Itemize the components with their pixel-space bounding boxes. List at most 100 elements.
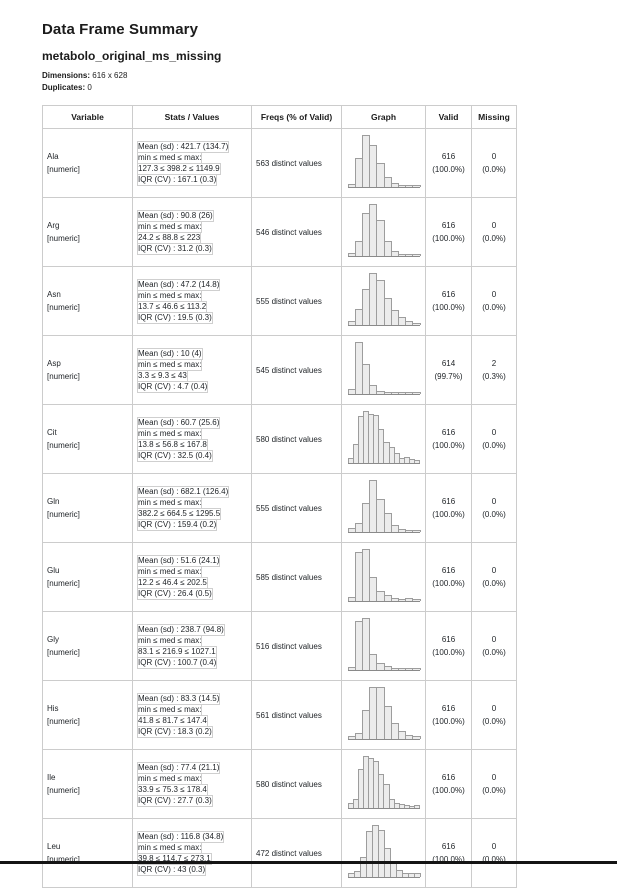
histogram — [347, 134, 421, 188]
freqs-cell: 580 distinct values — [251, 749, 342, 819]
valid-percent: (100.0%) — [432, 579, 465, 588]
stat-line: 33.9 ≤ 75.3 ≤ 178.4 — [137, 783, 208, 796]
stat-line: 12.2 ≤ 46.4 ≤ 202.5 — [137, 576, 208, 589]
graph-cell — [341, 611, 426, 681]
histogram — [347, 548, 421, 602]
table-row: Cit [numeric] Mean (sd) : 60.7 (25.6) min ≤… — [42, 404, 517, 474]
graph-cell — [341, 818, 426, 888]
stat-line: min ≤ med ≤ max: — [137, 427, 203, 440]
variable-cell: Cit [numeric] — [42, 404, 133, 474]
freqs-cell: 555 distinct values — [251, 266, 342, 336]
table-row: Asp [numeric] Mean (sd) : 10 (4) min ≤ med … — [42, 335, 517, 405]
graph-cell — [341, 335, 426, 405]
histogram-bar — [369, 385, 378, 394]
table-row: Ala [numeric] Mean (sd) : 421.7 (134.7) min… — [42, 128, 517, 198]
valid-cell: 616 (100.0%) — [425, 404, 472, 474]
histogram-bar — [383, 706, 392, 739]
table-row: His [numeric] Mean (sd) : 83.3 (14.5) min ≤… — [42, 680, 517, 750]
stats-cell: Mean (sd) : 47.2 (14.8) min ≤ med ≤ max: 1… — [132, 266, 252, 336]
histogram — [347, 410, 421, 464]
histogram-bar — [369, 654, 378, 670]
histogram-bar — [412, 392, 421, 394]
summary-table-head: Variable Stats / Values Freqs (% of Valid)… — [42, 105, 517, 129]
summary-table-body: Ala [numeric] Mean (sd) : 421.7 (134.7) min… — [42, 128, 517, 888]
histogram-bar — [412, 599, 421, 601]
stat-line: min ≤ med ≤ max: — [137, 151, 203, 164]
valid-cell: 614 (99.7%) — [425, 335, 472, 405]
valid-percent: (100.0%) — [432, 303, 465, 312]
stat-line: 13.8 ≤ 56.8 ≤ 167.8 — [137, 438, 208, 451]
variable-name: Cit — [47, 428, 57, 437]
valid-cell: 616 (100.0%) — [425, 749, 472, 819]
variable-type: [numeric] — [47, 855, 80, 864]
header-row: Variable Stats / Values Freqs (% of Valid)… — [42, 105, 517, 129]
graph-cell — [341, 128, 426, 198]
valid-count: 616 — [441, 221, 456, 230]
table-row: Leu [numeric] Mean (sd) : 116.8 (34.8) min … — [42, 818, 517, 888]
graph-cell — [341, 197, 426, 267]
stat-line: IQR (CV) : 4.7 (0.4) — [137, 380, 209, 393]
missing-count: 2 — [491, 359, 497, 368]
variable-cell: Arg [numeric] — [42, 197, 133, 267]
missing-count: 0 — [491, 566, 497, 575]
variable-cell: Glu [numeric] — [42, 542, 133, 612]
histogram-bar — [361, 618, 371, 670]
missing-cell: 0 (0.0%) — [471, 266, 517, 336]
valid-cell: 616 (100.0%) — [425, 542, 472, 612]
stats-cell: Mean (sd) : 90.8 (26) min ≤ med ≤ max: 24.… — [132, 197, 252, 267]
dimensions-label: Dimensions: — [42, 71, 91, 80]
histogram-bar — [414, 805, 421, 808]
missing-cell: 2 (0.3%) — [471, 335, 517, 405]
histogram-bar — [412, 530, 421, 532]
stat-line: IQR (CV) : 19.5 (0.3) — [137, 311, 213, 324]
freqs-cell: 585 distinct values — [251, 542, 342, 612]
missing-cell: 0 (0.0%) — [471, 749, 517, 819]
variable-name: Arg — [47, 221, 60, 230]
stat-line: min ≤ med ≤ max: — [137, 565, 203, 578]
page-bottom-divider — [0, 861, 617, 864]
valid-cell: 616 (100.0%) — [425, 266, 472, 336]
stat-line: IQR (CV) : 27.7 (0.3) — [137, 794, 213, 807]
valid-cell: 616 (100.0%) — [425, 818, 472, 888]
histogram-bar — [390, 251, 399, 256]
missing-percent: (0.0%) — [482, 786, 506, 795]
stat-line: IQR (CV) : 31.2 (0.3) — [137, 242, 213, 255]
stat-line: min ≤ med ≤ max: — [137, 358, 203, 371]
table-row: Gly [numeric] Mean (sd) : 238.7 (94.8) min … — [42, 611, 517, 681]
stat-line: 13.7 ≤ 46.6 ≤ 113.2 — [137, 300, 208, 313]
stat-line: min ≤ med ≤ max: — [137, 841, 203, 854]
missing-percent: (0.0%) — [482, 165, 506, 174]
missing-cell: 0 (0.0%) — [471, 818, 517, 888]
valid-count: 616 — [441, 842, 456, 851]
variable-cell: Gln [numeric] — [42, 473, 133, 543]
valid-percent: (99.7%) — [434, 372, 463, 381]
histogram — [347, 203, 421, 257]
histogram — [347, 686, 421, 740]
histogram — [347, 617, 421, 671]
missing-cell: 0 (0.0%) — [471, 680, 517, 750]
histogram-bar — [376, 163, 385, 187]
stat-line: min ≤ med ≤ max: — [137, 703, 203, 716]
valid-percent: (100.0%) — [432, 234, 465, 243]
valid-cell: 616 (100.0%) — [425, 128, 472, 198]
valid-percent: (100.0%) — [432, 717, 465, 726]
variable-name: Glu — [47, 566, 60, 575]
missing-count: 0 — [491, 428, 497, 437]
column-header-stats-values: Stats / Values — [132, 105, 252, 129]
histogram-bar — [412, 668, 421, 670]
valid-percent: (100.0%) — [432, 510, 465, 519]
histogram-bar — [390, 525, 399, 532]
dataframe-name: metabolo_original_ms_missing — [42, 49, 222, 63]
column-header-valid: Valid — [425, 105, 472, 129]
missing-percent: (0.3%) — [482, 372, 506, 381]
histogram-bar — [412, 185, 421, 187]
stats-cell: Mean (sd) : 10 (4) min ≤ med ≤ max: 3.3 ≤ … — [132, 335, 252, 405]
variable-type: [numeric] — [47, 441, 80, 450]
histogram-bar — [376, 220, 385, 256]
duplicates-value: 0 — [87, 83, 92, 92]
stat-line: min ≤ med ≤ max: — [137, 496, 203, 509]
variable-name: Ala — [47, 152, 59, 161]
stat-line: min ≤ med ≤ max: — [137, 634, 203, 647]
stats-cell: Mean (sd) : 83.3 (14.5) min ≤ med ≤ max: 4… — [132, 680, 252, 750]
